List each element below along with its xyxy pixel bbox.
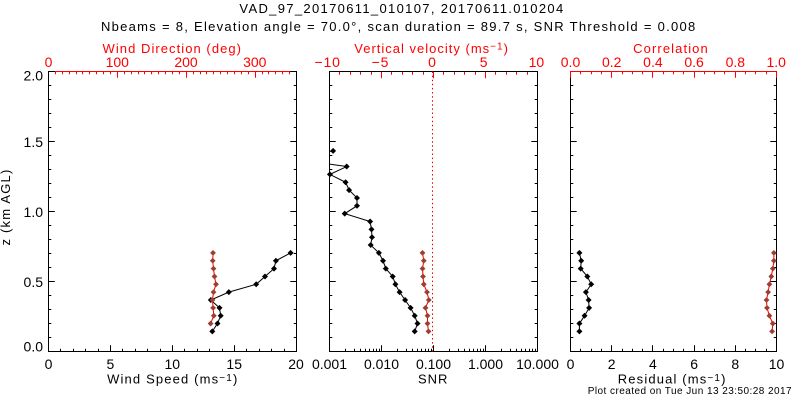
- svg-text:2: 2: [608, 356, 616, 372]
- svg-text:1.0: 1.0: [24, 204, 44, 220]
- svg-text:2.0: 2.0: [24, 68, 44, 84]
- svg-text:0: 0: [567, 356, 575, 372]
- svg-text:0.100: 0.100: [416, 356, 451, 372]
- svg-text:200: 200: [174, 54, 198, 70]
- svg-text:10.000: 10.000: [516, 356, 559, 372]
- svg-text:0.4: 0.4: [643, 54, 663, 70]
- svg-text:0.010: 0.010: [364, 356, 399, 372]
- svg-text:100: 100: [106, 54, 130, 70]
- svg-text:Residual (ms−1): Residual (ms−1): [618, 372, 727, 387]
- svg-text:5: 5: [107, 356, 115, 372]
- svg-text:0: 0: [45, 356, 53, 372]
- svg-text:−10: −10: [315, 54, 341, 70]
- svg-text:0.001: 0.001: [312, 356, 347, 372]
- svg-text:0.0: 0.0: [561, 54, 581, 70]
- svg-text:Vertical velocity (ms−1): Vertical velocity (ms−1): [354, 41, 509, 56]
- svg-text:10: 10: [769, 356, 785, 372]
- svg-text:Wind Direction (deg): Wind Direction (deg): [103, 41, 243, 56]
- svg-text:0: 0: [428, 54, 436, 70]
- svg-text:0.6: 0.6: [684, 54, 704, 70]
- svg-text:Wind Speed (ms−1): Wind Speed (ms−1): [107, 372, 238, 387]
- svg-text:0: 0: [45, 54, 53, 70]
- svg-text:0.0: 0.0: [24, 339, 44, 355]
- svg-text:8: 8: [731, 356, 739, 372]
- svg-text:VAD_97_20170611_010107, 201706: VAD_97_20170611_010107, 20170611.010204: [239, 1, 564, 16]
- svg-text:5: 5: [480, 54, 488, 70]
- svg-text:0.2: 0.2: [602, 54, 622, 70]
- svg-text:6: 6: [690, 356, 698, 372]
- svg-text:SNR: SNR: [418, 372, 448, 387]
- svg-text:20: 20: [288, 356, 304, 372]
- svg-text:−5: −5: [372, 54, 390, 70]
- svg-text:10: 10: [529, 54, 545, 70]
- svg-text:0.8: 0.8: [726, 54, 746, 70]
- svg-text:300: 300: [243, 54, 267, 70]
- svg-text:4: 4: [649, 356, 657, 372]
- svg-text:1.0: 1.0: [766, 54, 786, 70]
- svg-text:1.5: 1.5: [24, 134, 44, 150]
- svg-text:1.000: 1.000: [468, 356, 503, 372]
- svg-text:15: 15: [226, 356, 242, 372]
- svg-text:10: 10: [165, 356, 181, 372]
- svg-text:z (km AGL): z (km AGL): [0, 168, 13, 245]
- svg-text:Plot created on Tue Jun 13 23:: Plot created on Tue Jun 13 23:50:28 2017: [588, 386, 792, 397]
- svg-text:Nbeams = 8, Elevation angle =: Nbeams = 8, Elevation angle = 70.0°, sca…: [101, 19, 697, 34]
- svg-text:0.5: 0.5: [24, 274, 44, 290]
- svg-text:Correlation: Correlation: [633, 41, 709, 56]
